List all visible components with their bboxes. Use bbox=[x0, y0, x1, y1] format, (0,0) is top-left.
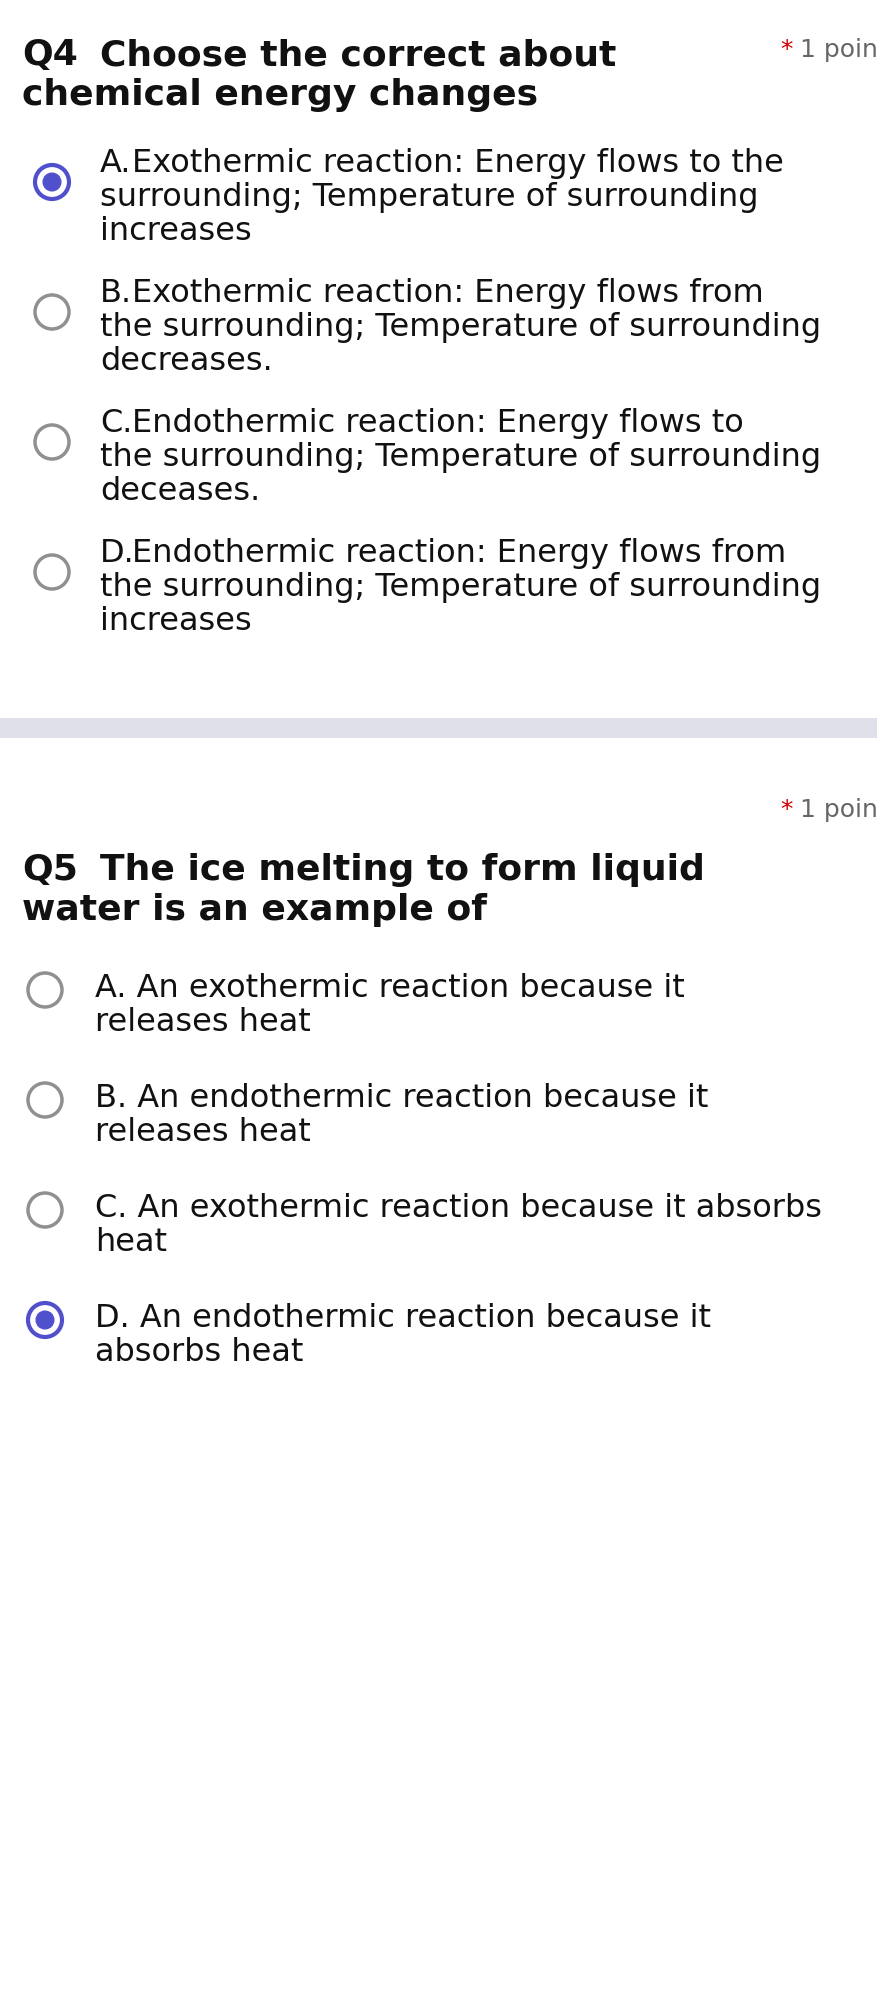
Text: Exothermic reaction: Energy flows to the: Exothermic reaction: Energy flows to the bbox=[132, 149, 784, 179]
Text: releases heat: releases heat bbox=[95, 1118, 310, 1148]
Text: 1 point: 1 point bbox=[800, 799, 877, 823]
Text: chemical energy changes: chemical energy changes bbox=[22, 78, 538, 112]
Text: Choose the correct about: Choose the correct about bbox=[100, 38, 617, 72]
Circle shape bbox=[36, 1311, 53, 1329]
Text: Q5: Q5 bbox=[22, 853, 78, 887]
Text: surrounding; Temperature of surrounding: surrounding; Temperature of surrounding bbox=[100, 183, 759, 213]
Text: releases heat: releases heat bbox=[95, 1008, 310, 1038]
Text: D.: D. bbox=[100, 538, 135, 570]
Text: heat: heat bbox=[95, 1226, 167, 1258]
Text: A. An exothermic reaction because it: A. An exothermic reaction because it bbox=[95, 973, 685, 1004]
Text: Exothermic reaction: Energy flows from: Exothermic reaction: Energy flows from bbox=[132, 279, 764, 309]
Text: C. An exothermic reaction because it absorbs: C. An exothermic reaction because it abs… bbox=[95, 1192, 822, 1224]
Text: B. An endothermic reaction because it: B. An endothermic reaction because it bbox=[95, 1084, 709, 1114]
Text: deceases.: deceases. bbox=[100, 476, 260, 508]
Text: the surrounding; Temperature of surrounding: the surrounding; Temperature of surround… bbox=[100, 311, 821, 343]
Circle shape bbox=[43, 173, 61, 191]
Text: absorbs heat: absorbs heat bbox=[95, 1337, 303, 1369]
Text: Endothermic reaction: Energy flows from: Endothermic reaction: Energy flows from bbox=[132, 538, 787, 570]
FancyBboxPatch shape bbox=[0, 719, 877, 739]
Text: C.: C. bbox=[100, 407, 132, 440]
Text: *: * bbox=[780, 38, 793, 62]
Text: 1 point: 1 point bbox=[800, 38, 877, 62]
Text: Q4: Q4 bbox=[22, 38, 78, 72]
Text: The ice melting to form liquid: The ice melting to form liquid bbox=[100, 853, 705, 887]
Text: the surrounding; Temperature of surrounding: the surrounding; Temperature of surround… bbox=[100, 442, 821, 474]
Text: A.: A. bbox=[100, 149, 132, 179]
Text: increases: increases bbox=[100, 217, 252, 247]
Text: water is an example of: water is an example of bbox=[22, 893, 487, 927]
Text: *: * bbox=[780, 799, 793, 823]
Text: increases: increases bbox=[100, 606, 252, 636]
Text: B.: B. bbox=[100, 279, 132, 309]
Text: the surrounding; Temperature of surrounding: the surrounding; Temperature of surround… bbox=[100, 572, 821, 602]
Text: D. An endothermic reaction because it: D. An endothermic reaction because it bbox=[95, 1303, 711, 1335]
Text: decreases.: decreases. bbox=[100, 345, 273, 377]
Text: Endothermic reaction: Energy flows to: Endothermic reaction: Energy flows to bbox=[132, 407, 744, 440]
